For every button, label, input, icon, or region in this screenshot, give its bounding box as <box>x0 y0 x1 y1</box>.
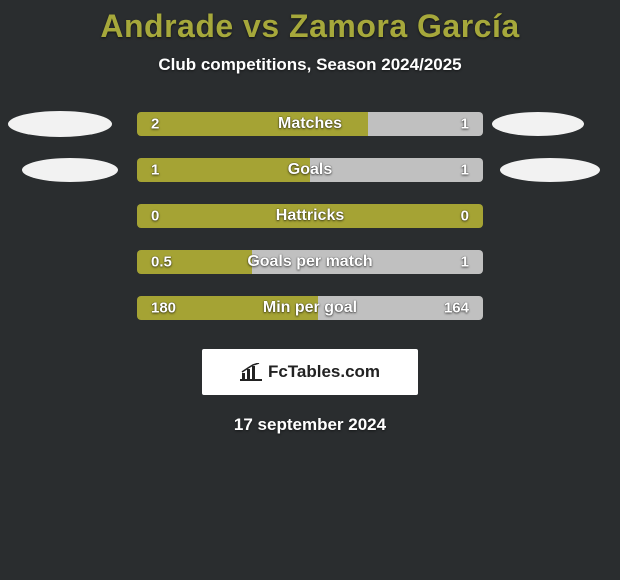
stat-label: Goals <box>288 161 332 179</box>
player-ellipse <box>8 111 112 137</box>
stat-value-left: 0.5 <box>151 254 172 271</box>
attribution-badge: FcTables.com <box>202 349 418 395</box>
page-subtitle: Club competitions, Season 2024/2025 <box>0 55 620 75</box>
stat-value-left: 2 <box>151 116 159 133</box>
player-ellipse <box>500 158 600 182</box>
page-title: Andrade vs Zamora García <box>0 8 620 45</box>
infographic-container: Andrade vs Zamora García Club competitio… <box>0 0 620 435</box>
stat-row: Min per goal 180 164 <box>0 285 620 331</box>
bar-left-segment <box>137 158 310 182</box>
player-ellipse <box>492 112 584 136</box>
stat-label: Goals per match <box>247 253 372 271</box>
stat-value-left: 1 <box>151 162 159 179</box>
attribution-text: FcTables.com <box>268 362 380 382</box>
stat-value-right: 1 <box>461 254 469 271</box>
stat-value-left: 180 <box>151 300 176 317</box>
stat-bar: Goals 1 1 <box>137 158 483 182</box>
stat-row: Goals per match 0.5 1 <box>0 239 620 285</box>
stat-value-right: 1 <box>461 116 469 133</box>
stat-bar: Goals per match 0.5 1 <box>137 250 483 274</box>
chart-icon <box>240 363 262 381</box>
stat-label: Min per goal <box>263 299 357 317</box>
stat-bar: Matches 2 1 <box>137 112 483 136</box>
stat-bar: Hattricks 0 0 <box>137 204 483 228</box>
player-ellipse <box>22 158 118 182</box>
stat-label: Matches <box>278 115 342 133</box>
bar-right-segment <box>310 158 483 182</box>
stat-value-right: 0 <box>461 208 469 225</box>
stat-value-left: 0 <box>151 208 159 225</box>
stat-bar: Min per goal 180 164 <box>137 296 483 320</box>
stat-value-right: 164 <box>444 300 469 317</box>
stat-row: Hattricks 0 0 <box>0 193 620 239</box>
stat-value-right: 1 <box>461 162 469 179</box>
date-text: 17 september 2024 <box>0 415 620 435</box>
stat-label: Hattricks <box>276 207 344 225</box>
